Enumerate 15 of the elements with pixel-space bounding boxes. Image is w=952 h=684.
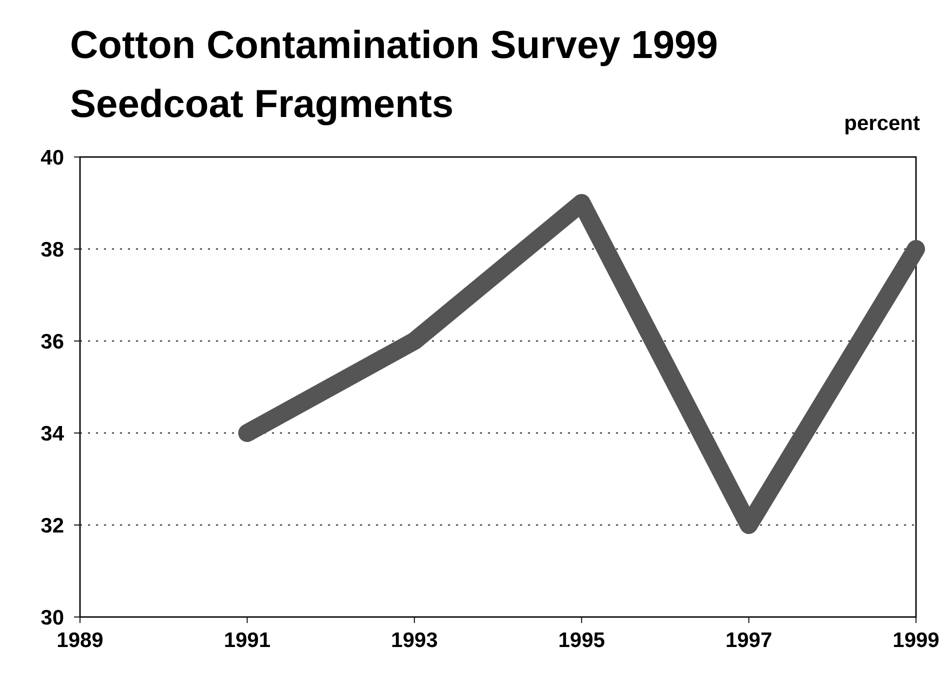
y-tick-label: 30 — [40, 606, 64, 630]
x-tick-label: 1993 — [391, 629, 438, 652]
x-tick-label: 1991 — [224, 629, 271, 652]
x-tick-label: 1995 — [558, 629, 606, 652]
y-tick-label: 34 — [40, 422, 64, 446]
chart-title: Cotton Contamination Survey 1999 — [70, 24, 718, 67]
x-tick-label: 1989 — [56, 629, 104, 652]
y-tick-label: 36 — [40, 330, 64, 354]
y-tick-label: 32 — [40, 514, 64, 538]
y-tick-label: 38 — [40, 238, 64, 262]
y-tick-label: 40 — [40, 146, 64, 170]
x-tick-label: 1997 — [725, 629, 772, 652]
x-tick-label: 1999 — [892, 629, 940, 652]
y-axis-title: percent — [844, 112, 920, 135]
chart-subtitle: Seedcoat Fragments — [70, 83, 454, 126]
